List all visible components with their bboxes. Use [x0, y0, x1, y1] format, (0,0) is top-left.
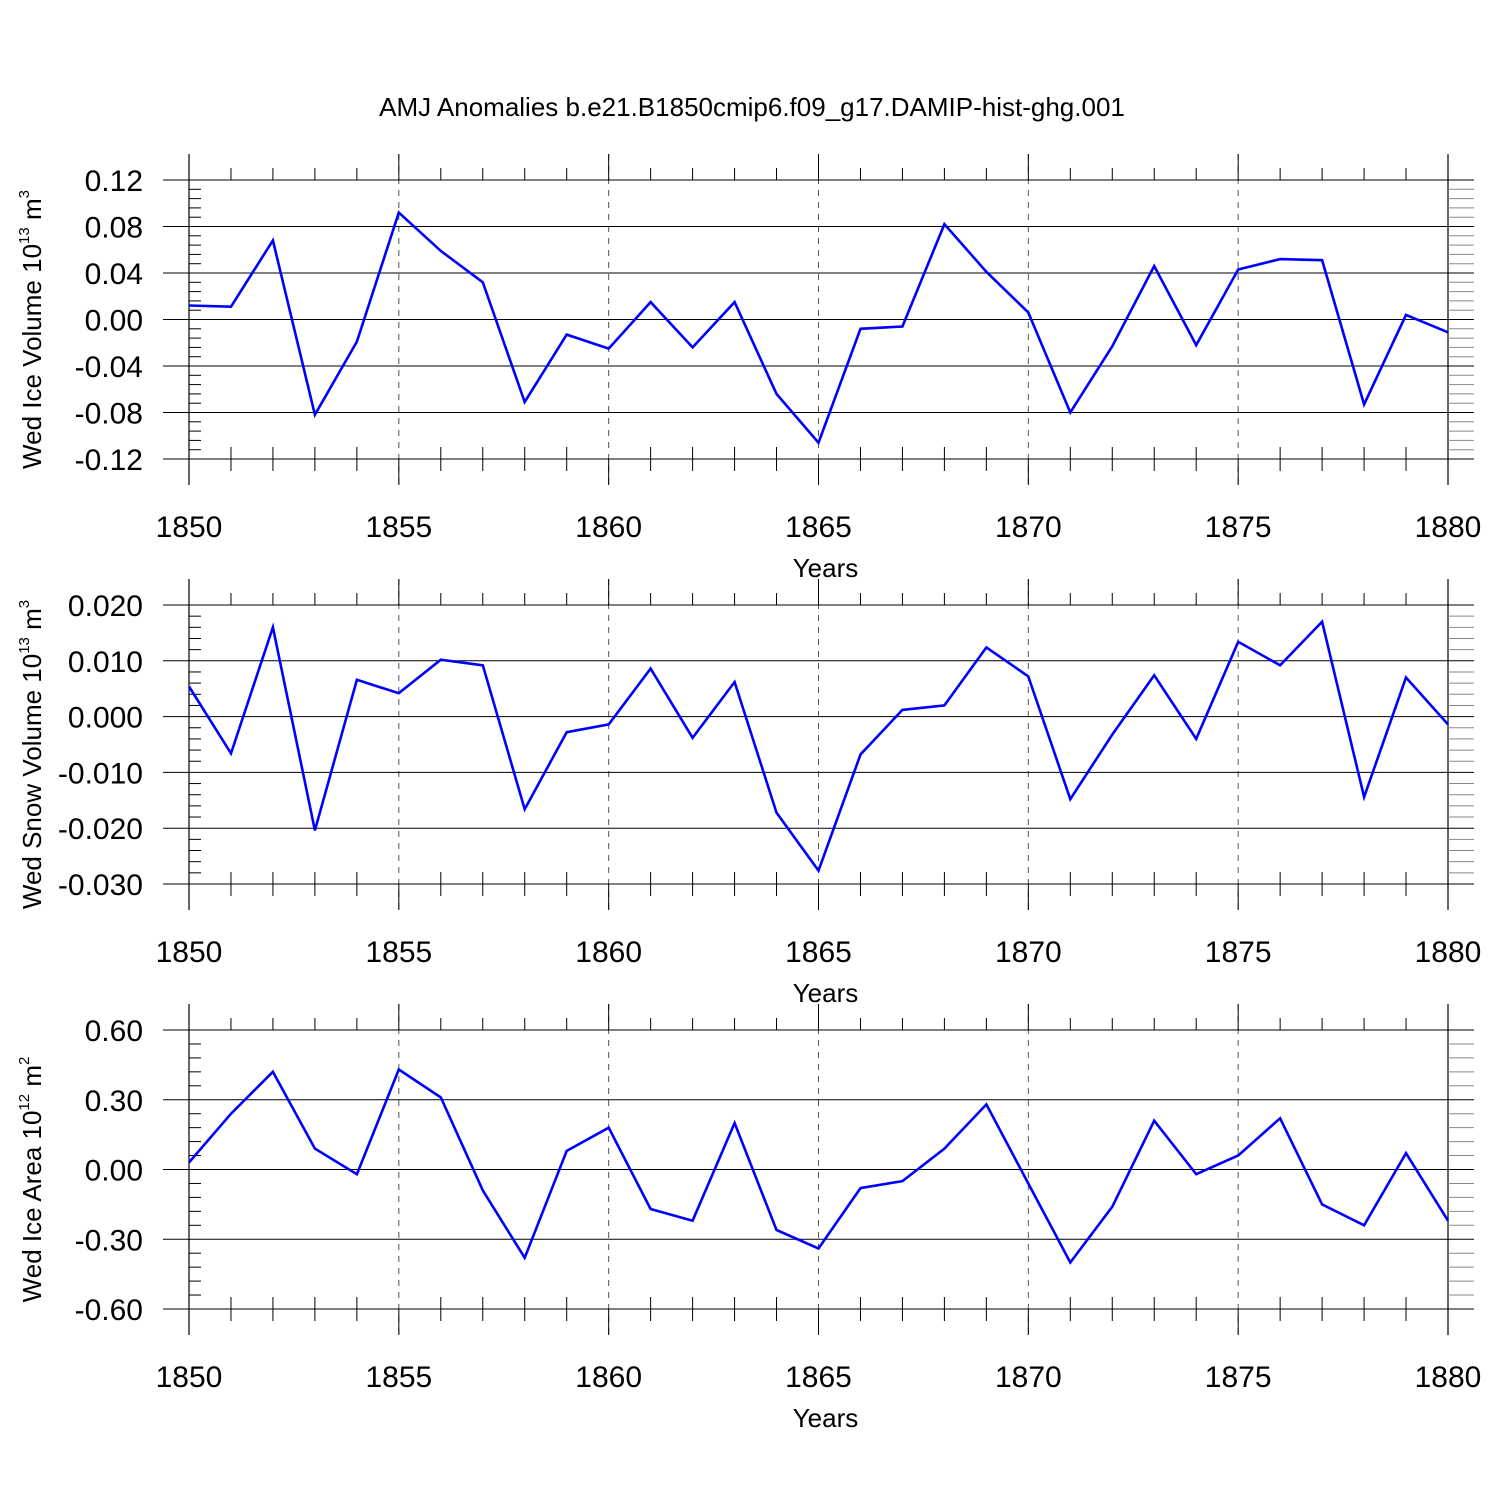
figure-title: AMJ Anomalies b.e21.B1850cmip6.f09_g17.D… — [379, 92, 1125, 122]
x-tick-label: 1875 — [1205, 1361, 1272, 1394]
y-tick-label: -0.030 — [58, 869, 143, 902]
y-axis-label: Wed Snow Volume 1013 m3 — [16, 600, 47, 909]
x-tick-label: 1865 — [785, 511, 852, 544]
x-tick-label: 1865 — [785, 1361, 852, 1394]
y-tick-label: -0.30 — [75, 1224, 143, 1257]
x-tick-label: 1850 — [156, 511, 223, 544]
x-tick-label: 1870 — [995, 511, 1062, 544]
x-tick-label: 1850 — [156, 1361, 223, 1394]
y-tick-label: 0.00 — [85, 305, 143, 338]
x-tick-label: 1880 — [1415, 1361, 1482, 1394]
panel-2: -0.030 -0.020 -0.010 0.000 0.010 0.020 1850 185… — [16, 579, 1481, 1008]
y-axis-label: Wed Ice Volume 1013 m3 — [16, 190, 47, 469]
y-tick-label: 0.020 — [68, 590, 143, 623]
panels: -0.12 -0.08 -0.04 0.00 0.04 0.08 0.12 1850 1855 1… — [16, 154, 1481, 1433]
x-tick-label: 1880 — [1415, 511, 1482, 544]
panel-1: -0.12 -0.08 -0.04 0.00 0.04 0.08 0.12 1850 1855 1… — [16, 154, 1481, 583]
x-tick-label: 1860 — [575, 1361, 642, 1394]
y-tick-label: 0.12 — [85, 165, 143, 198]
y-tick-label: -0.60 — [75, 1294, 143, 1327]
x-tick-label: 1860 — [575, 511, 642, 544]
x-axis-label: Years — [793, 553, 859, 583]
x-tick-label: 1865 — [785, 936, 852, 969]
x-axis-label: Years — [793, 978, 859, 1008]
y-tick-label: 0.08 — [85, 212, 143, 245]
x-tick-label: 1880 — [1415, 936, 1482, 969]
y-tick-label: 0.60 — [85, 1015, 143, 1048]
x-axis-label: Years — [793, 1403, 859, 1433]
y-tick-label: 0.00 — [85, 1155, 143, 1188]
y-tick-label: -0.020 — [58, 813, 143, 846]
y-tick-label: 0.04 — [85, 258, 143, 291]
y-tick-label: 0.010 — [68, 646, 143, 679]
x-tick-label: 1855 — [365, 1361, 432, 1394]
y-tick-label: 0.000 — [68, 702, 143, 735]
x-tick-label: 1855 — [365, 511, 432, 544]
y-tick-label: 0.30 — [85, 1085, 143, 1118]
y-tick-label: -0.08 — [75, 398, 143, 431]
series-line-2 — [187, 619, 1449, 874]
x-tick-label: 1875 — [1205, 936, 1272, 969]
x-tick-label: 1870 — [995, 936, 1062, 969]
x-tick-label: 1875 — [1205, 511, 1272, 544]
x-tick-label: 1860 — [575, 936, 642, 969]
series-line-3 — [188, 1067, 1450, 1265]
series-line-1 — [188, 210, 1449, 446]
x-tick-label: 1870 — [995, 1361, 1062, 1394]
y-tick-label: -0.12 — [75, 444, 143, 477]
y-tick-label: -0.04 — [75, 351, 143, 384]
panel-3: -0.60 -0.30 0.00 0.30 0.60 1850 1855 1860 1865 18… — [16, 1004, 1481, 1433]
x-tick-label: 1850 — [156, 936, 223, 969]
y-tick-label: -0.010 — [58, 757, 143, 790]
x-tick-label: 1855 — [365, 936, 432, 969]
y-axis-label: Wed Ice Area 1012 m2 — [16, 1057, 47, 1303]
